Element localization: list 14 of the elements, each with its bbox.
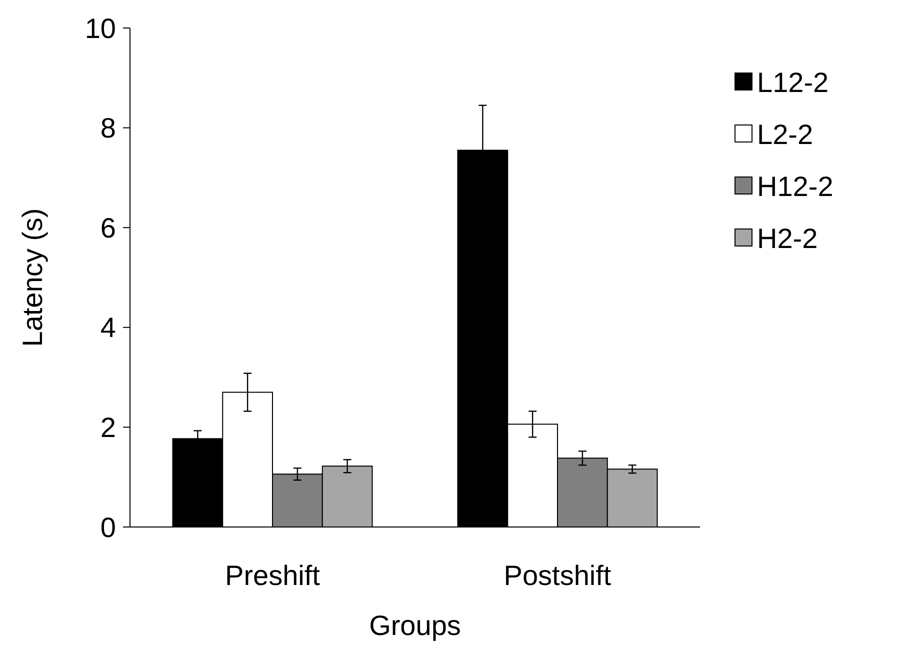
y-tick-label: 6 [100, 212, 116, 244]
legend-label: L12-2 [757, 66, 829, 98]
y-tick-label: 10 [84, 12, 116, 44]
y-tick-label: 0 [100, 512, 116, 543]
y-tick-label: 4 [100, 312, 116, 344]
x-axis-title: Groups [369, 610, 461, 641]
x-tick-label: Preshift [225, 560, 320, 591]
legend-label: H12-2 [757, 170, 834, 202]
y-axis-title: Latency (s) [17, 208, 48, 347]
legend-label: H2-2 [757, 222, 818, 254]
y-tick-label: 2 [100, 412, 116, 443]
x-tick-label: Postshift [504, 560, 612, 591]
legend-label: L2-2 [757, 118, 814, 150]
y-tick-label: 8 [100, 112, 116, 144]
